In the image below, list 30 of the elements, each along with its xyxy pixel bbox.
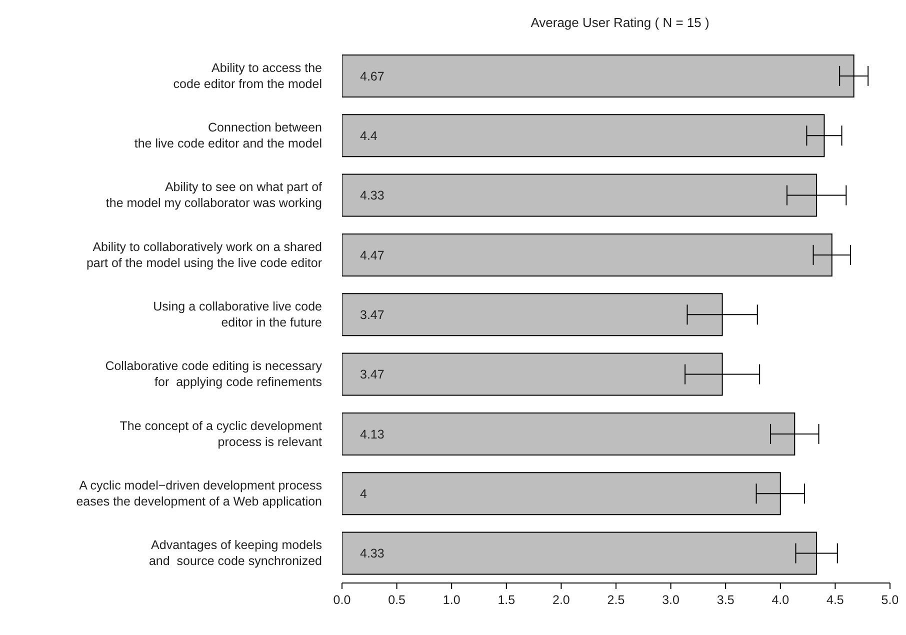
data-label: 4.33 — [360, 188, 384, 203]
x-tick-label: 4.5 — [826, 592, 844, 607]
data-label: 3.47 — [360, 368, 384, 382]
y-tick-label: Connection between the live code editor and the model — [134, 120, 322, 150]
data-label: 4.13 — [360, 427, 384, 442]
data-label: 4.47 — [360, 248, 384, 262]
data-label: 4.33 — [360, 546, 384, 561]
x-tick-label: 1.0 — [442, 592, 460, 607]
y-tick-label: Advantages of keeping models and source code synchronized — [148, 538, 322, 568]
x-tick-label: 1.5 — [498, 592, 516, 607]
x-tick-label: 3.0 — [662, 592, 680, 607]
x-tick-label: 4.0 — [772, 592, 790, 607]
data-label: 4.67 — [360, 69, 384, 84]
chart-title: Average User Rating ( N = 15 ) — [530, 14, 710, 32]
y-tick-label: Ability to collaboratively work on a shared part of the model using the live code editor — [86, 240, 322, 270]
data-label: 4.4 — [360, 129, 378, 144]
y-tick-label: Ability to see on what part of the model my collaborator was working — [106, 180, 323, 210]
x-tick-label: 2.5 — [607, 592, 625, 607]
x-tick-label: 3.5 — [716, 592, 734, 607]
x-tick-label: 2.0 — [552, 592, 570, 607]
x-tick-label: 0.5 — [388, 592, 406, 607]
y-tick-label: Ability to access the code editor from the model — [173, 60, 322, 91]
y-tick-label: Collaborative code editing is necessary for applying code refinements — [105, 359, 323, 390]
y-tick-label: A cyclic model−driven development process eases the development of a Web application — [76, 478, 322, 508]
x-tick-label: 5.0 — [881, 592, 899, 607]
y-tick-label: Using a collaborative live code editor in the future — [153, 300, 322, 330]
y-tick-label: The concept of a cyclic development process is relevant — [120, 418, 323, 449]
data-label: 3.47 — [360, 308, 384, 322]
x-tick-label: 0.0 — [333, 592, 351, 607]
data-label: 4 — [360, 487, 367, 502]
